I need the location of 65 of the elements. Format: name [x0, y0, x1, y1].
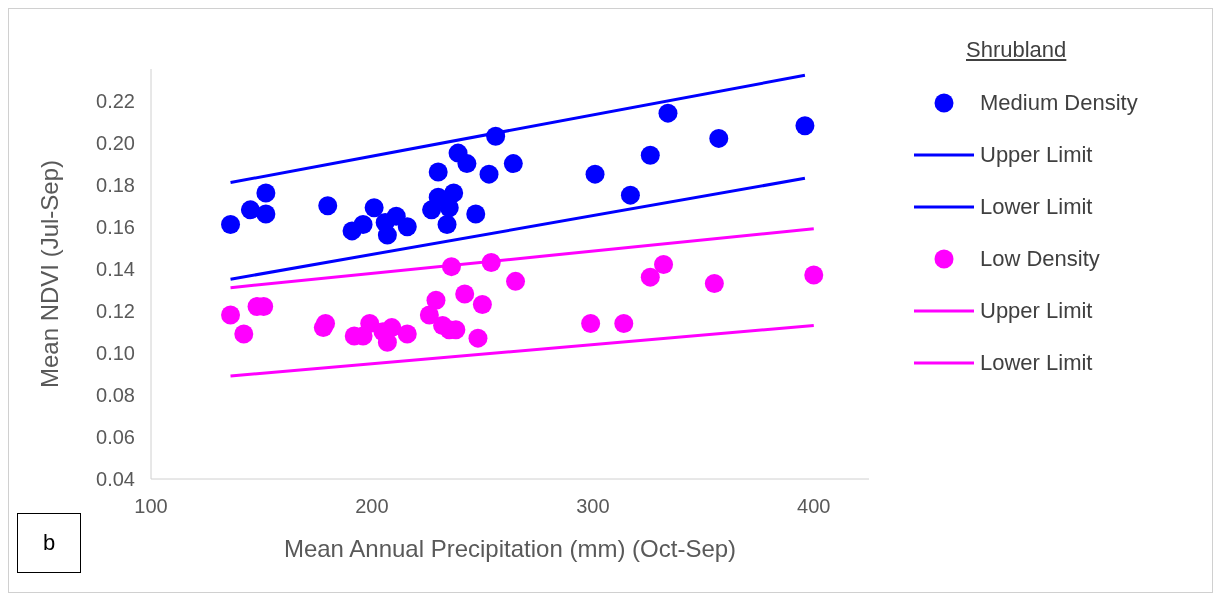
- point: [441, 257, 461, 277]
- point: [221, 215, 241, 235]
- point: [397, 324, 417, 344]
- point: [377, 225, 397, 245]
- x-tick-label: 100: [134, 495, 168, 518]
- y-tick-label: 0.12: [96, 299, 135, 322]
- point: [256, 204, 276, 224]
- x-tick-label: 200: [355, 495, 389, 518]
- y-tick-label: 0.20: [96, 131, 135, 154]
- point: [234, 324, 254, 344]
- y-tick-label: 0.10: [96, 341, 135, 364]
- point: [506, 271, 526, 291]
- point: [640, 267, 660, 287]
- y-tick-label: 0.22: [96, 89, 135, 112]
- point: [221, 305, 241, 325]
- point: [795, 116, 815, 136]
- x-axis-title: Mean Annual Precipitation (mm) (Oct-Sep): [283, 535, 737, 562]
- point: [581, 313, 601, 333]
- point: [353, 215, 373, 235]
- point: [428, 162, 448, 182]
- y-tick-label: 0.04: [96, 468, 135, 491]
- point: [585, 164, 605, 184]
- point: [654, 255, 674, 275]
- point: [439, 198, 459, 218]
- point: [426, 290, 446, 310]
- point: [240, 200, 260, 220]
- x-tick-label: 300: [576, 495, 610, 518]
- point: [318, 196, 338, 216]
- y-tick-label: 0.08: [96, 384, 135, 406]
- point: [364, 198, 384, 218]
- x-tick-label: 400: [797, 495, 831, 518]
- point: [704, 273, 724, 293]
- y-tick-label: 0.06: [96, 426, 135, 449]
- legend-label: Lower Limit: [980, 194, 1093, 220]
- y-tick-label: 0.16: [96, 215, 135, 238]
- point: [455, 284, 475, 304]
- text: b: [17, 513, 81, 573]
- point: [614, 313, 634, 333]
- legend-label: Upper Limit: [980, 142, 1093, 168]
- legend-label: Medium Density: [980, 90, 1138, 116]
- point: [360, 313, 380, 333]
- legend-label: Low Density: [980, 246, 1100, 272]
- point: [658, 103, 678, 123]
- point: [457, 154, 477, 174]
- y-tick-label: 0.14: [96, 257, 135, 280]
- point: [481, 252, 501, 272]
- point: [397, 217, 417, 237]
- legend-label: Lower Limit: [980, 350, 1093, 376]
- point: [486, 126, 506, 146]
- point: [437, 215, 457, 235]
- y-axis-title: Mean NDVI (Jul-Sep): [35, 159, 63, 389]
- point: [466, 204, 486, 224]
- point: [503, 154, 523, 174]
- point: [804, 265, 824, 285]
- legend-title: Shrubland: [966, 37, 1068, 63]
- point: [256, 183, 276, 203]
- point: [313, 318, 333, 338]
- y-tick-label: 0.18: [96, 173, 135, 196]
- point: [640, 145, 660, 165]
- point: [472, 294, 492, 314]
- point: [479, 164, 499, 184]
- legend-label: Upper Limit: [980, 298, 1093, 324]
- point: [468, 328, 488, 348]
- point: [709, 128, 729, 148]
- point: [620, 185, 640, 205]
